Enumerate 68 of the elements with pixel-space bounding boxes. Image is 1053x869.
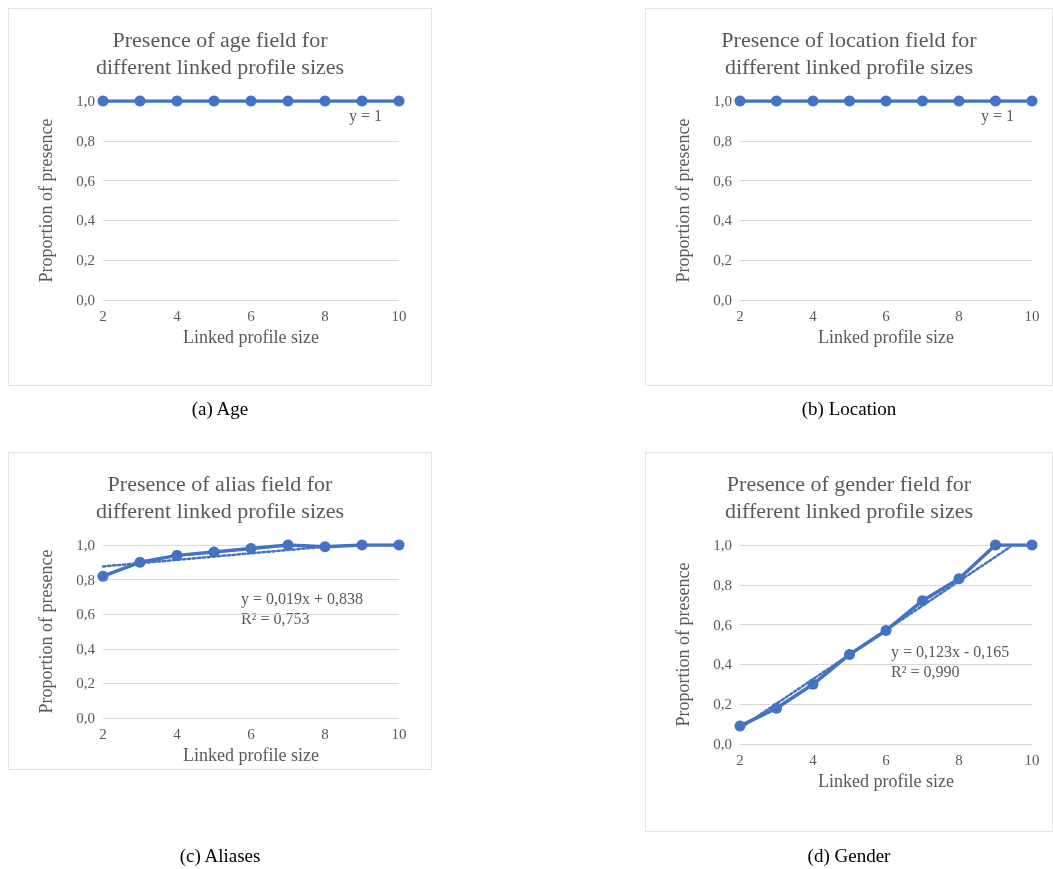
text: (c) Aliases [178,845,262,867]
y-tick-label: 0,6 [76,606,96,623]
y-tick-label: 0,2 [76,252,95,269]
chart-title: Presence of location field for different linked profile sizes [721,27,978,79]
chart-title: Presence of age field for different linked profile sizes [95,27,345,79]
text: (d) Gender [806,845,892,867]
y-tick-label: 0,6 [76,172,96,189]
x-tick-label: 4 [173,307,182,324]
x-axis-title: Linked profile size [183,327,319,347]
y-axis-title: Proportion of presence [36,549,56,714]
y-tick-label: 0,6 [713,616,733,633]
x-tick-label: 10 [391,725,407,742]
y-axis-title: Proportion of presence [673,562,693,727]
point [356,539,368,551]
y-tick-label: 0,2 [713,696,732,713]
point [97,570,109,582]
text: (b) Location [800,398,898,420]
annotation: y = 1 [349,106,383,125]
y-tick-label: 0,8 [76,571,95,588]
x-tick-label: 10 [1024,307,1040,324]
annotation: y = 1 [981,106,1015,125]
x-tick-label: 6 [247,725,256,742]
point [990,539,1001,551]
x-axis-title: Linked profile size [818,771,954,791]
x-axis-title: Linked profile size [183,745,319,765]
x-tick-label: 4 [809,307,818,324]
y-tick-label: 0,8 [713,576,732,593]
x-tick-label: 6 [247,307,256,324]
x-tick-label: 2 [99,725,107,742]
y-tick-label: 0,8 [713,132,732,149]
text: (a) Age [190,398,250,420]
x-axis-title: Linked profile size [818,327,954,347]
y-tick-label: 1,0 [76,93,95,109]
chart-title: Presence of gender field for different linked profile sizes [724,471,974,523]
y-axis-title: Proportion of presence [673,118,693,283]
x-tick-label: 8 [321,307,329,324]
y-tick-label: 0,2 [713,252,732,269]
y-tick-label: 0,2 [76,675,95,692]
y-tick-label: 0,0 [76,710,95,726]
x-tick-label: 2 [99,307,107,324]
y-tick-label: 0,4 [76,212,96,229]
point [1026,539,1038,551]
x-tick-label: 6 [882,307,891,324]
y-tick-label: 0,6 [713,172,733,189]
x-tick-label: 2 [736,751,744,768]
x-tick-label: 8 [955,307,963,324]
x-tick-label: 6 [882,751,891,768]
y-tick-label: 0,8 [76,132,95,149]
x-tick-label: 10 [391,307,407,324]
y-tick-label: 0,4 [76,640,96,657]
y-tick-label: 1,0 [713,93,732,109]
y-tick-label: 0,0 [713,736,732,752]
y-tick-label: 0,4 [713,212,733,229]
y-axis-title: Proportion of presence [36,118,56,283]
x-tick-label: 8 [321,725,329,742]
annotation: y = 0,123x - 0,165 R² = 0,990 [891,642,1010,680]
y-tick-label: 1,0 [713,537,732,553]
x-tick-label: 4 [809,751,818,768]
y-tick-label: 1,0 [76,537,95,553]
y-tick-label: 0,0 [713,292,732,308]
y-tick-label: 0,4 [713,656,733,673]
x-tick-label: 4 [173,725,182,742]
x-tick-label: 10 [1024,751,1040,768]
point [393,539,405,551]
y-tick-label: 0,0 [76,292,95,308]
x-tick-label: 2 [736,307,744,324]
chart-title: Presence of alias field for different linked profile sizes [95,471,345,523]
x-tick-label: 8 [955,751,963,768]
